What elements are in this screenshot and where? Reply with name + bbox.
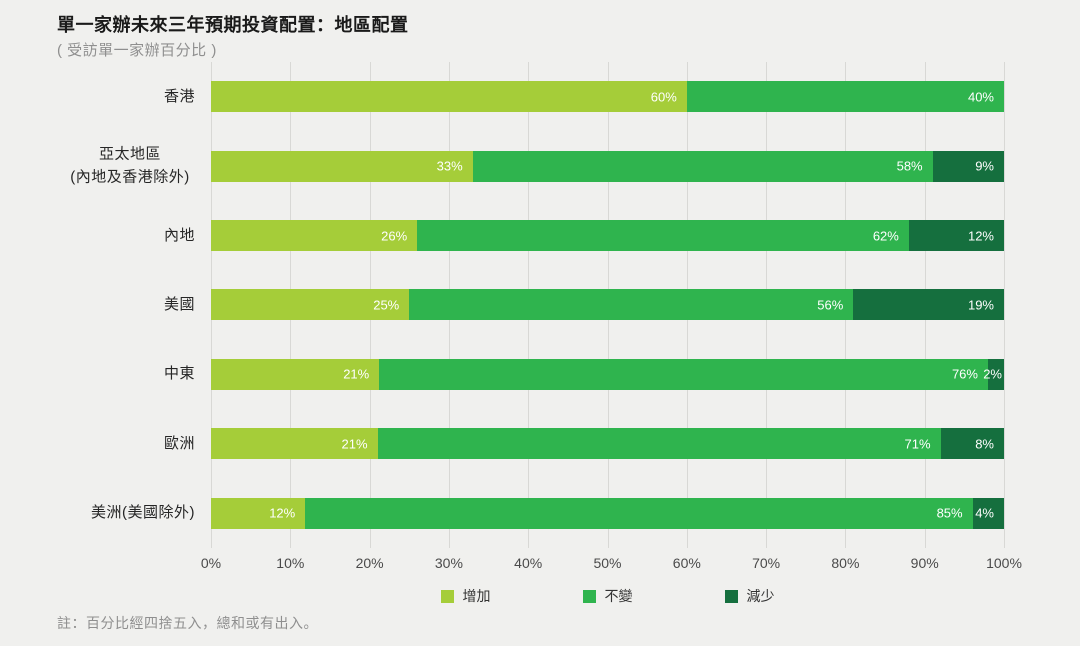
bar-segment-減少: 12% (908, 220, 1004, 252)
x-tick-label: 40% (514, 555, 543, 571)
segment-value-label: 8% (975, 436, 994, 452)
footnote: 註：百分比經四捨五入，總和或有出入。 (57, 615, 318, 631)
category-label: 美洲(美國除外) (91, 503, 195, 521)
bar-segment-增加: 12% (211, 497, 306, 529)
bar-rows: 香港 60% 40% 亞太地區 (內地及香港除外) 33% 58% 9% 內地 26% 62% 12… (70, 62, 1004, 548)
stacked-bar: 21% 76% 2% (211, 358, 1004, 390)
segment-value-label: 58% (896, 158, 923, 174)
category-label: 亞太地區 (內地及香港除外) (70, 145, 190, 186)
bar-segment-增加: 21% (211, 358, 380, 390)
segment-value-label: 71% (904, 436, 931, 452)
x-tick-label: 60% (672, 555, 701, 571)
segment-value-label: 76% (951, 366, 978, 382)
bar-segment-減少: 19% (853, 289, 1004, 321)
segment-value-label: 9% (975, 158, 994, 174)
x-axis: 0% 10% 20% 30% 40% 50% 60% 70% 80% 90% 100% (201, 555, 1022, 573)
bar-segment-不變: 71% (377, 428, 941, 460)
segment-value-label: 2% (983, 366, 1002, 382)
bar-segment-不變: 62% (417, 220, 909, 252)
category-label: 歐洲 (163, 434, 195, 452)
bar-segment-增加: 21% (211, 428, 378, 460)
legend-item: 減少 (724, 586, 775, 606)
legend-swatch (440, 589, 454, 603)
segment-value-label: 26% (381, 228, 408, 244)
category-label: 中東 (163, 365, 195, 383)
x-tick-label: 70% (752, 555, 781, 571)
x-tick-label: 90% (910, 555, 939, 571)
bar-row: 中東 21% 76% 2% (164, 340, 1004, 409)
bar-segment-不變: 76% (379, 358, 988, 390)
segment-value-label: 25% (373, 297, 400, 313)
bar-segment-不變: 85% (305, 497, 973, 529)
bar-segment-不變: 58% (472, 150, 933, 182)
stacked-bar: 33% 58% 9% (211, 150, 1004, 182)
stacked-bar: 26% 62% 12% (211, 220, 1004, 252)
bar-segment-增加: 33% (211, 150, 473, 182)
chart-title: 單一家辦未來三年預期投資配置：地區配置 (57, 15, 409, 35)
x-tick-label: 10% (276, 555, 305, 571)
segment-value-label: 40% (967, 89, 994, 105)
legend-item: 不變 (582, 586, 633, 606)
segment-value-label: 4% (975, 505, 994, 521)
bar-segment-增加: 60% (211, 81, 687, 113)
segment-value-label: 62% (872, 228, 899, 244)
x-tick-label: 0% (200, 555, 222, 571)
bar-segment-不變: 40% (686, 81, 1004, 113)
bar-segment-減少: 2% (983, 358, 1004, 390)
x-tick-label: 20% (355, 555, 384, 571)
bar-segment-不變: 56% (409, 289, 854, 321)
x-tick-label: 50% (593, 555, 622, 571)
stacked-bar: 12% 85% 4% (211, 497, 1004, 529)
bar-row: 美洲(美國除外) 12% 85% 4% (91, 479, 1004, 548)
legend-label: 不變 (604, 588, 633, 604)
bar-row: 內地 26% 62% 12% (164, 201, 1004, 270)
bar-segment-減少: 9% (932, 150, 1004, 182)
legend-swatch (582, 589, 596, 603)
x-tick-label: 30% (434, 555, 463, 571)
bar-row: 美國 25% 56% 19% (164, 270, 1004, 339)
category-label: 美國 (163, 295, 195, 313)
stacked-bar: 21% 71% 8% (211, 428, 1004, 460)
bar-segment-減少: 8% (940, 428, 1004, 460)
stacked-bar: 25% 56% 19% (211, 289, 1004, 321)
gridline (1004, 62, 1005, 548)
legend-item: 增加 (440, 586, 491, 606)
segment-value-label: 12% (269, 505, 296, 521)
chart-subtitle: ( 受訪單一家辦百分比 ) (57, 42, 217, 59)
x-tick-label: 100% (986, 555, 1022, 571)
category-label: 香港 (163, 87, 195, 105)
bar-row: 香港 60% 40% (164, 62, 1004, 131)
plot-area: 香港 60% 40% 亞太地區 (內地及香港除外) 33% 58% 9% 內地 26% 62% 12… (70, 62, 1005, 548)
legend-label: 增加 (462, 588, 491, 604)
bar-segment-增加: 26% (211, 220, 418, 252)
x-tick-label: 80% (831, 555, 860, 571)
segment-value-label: 12% (967, 228, 994, 244)
bar-segment-增加: 25% (211, 289, 410, 321)
legend-label: 減少 (746, 588, 775, 604)
segment-value-label: 85% (936, 505, 963, 521)
bar-row: 亞太地區 (內地及香港除外) 33% 58% 9% (70, 131, 1004, 200)
legend-swatch (724, 589, 738, 603)
segment-value-label: 56% (817, 297, 844, 313)
bar-row: 歐洲 21% 71% 8% (164, 409, 1004, 478)
bar-segment-減少: 4% (972, 497, 1004, 529)
segment-value-label: 60% (650, 89, 677, 105)
legend: 增加 不變 減少 (211, 586, 1004, 606)
segment-value-label: 33% (436, 158, 463, 174)
category-label: 內地 (163, 226, 195, 244)
segment-value-label: 21% (341, 436, 368, 452)
segment-value-label: 19% (967, 297, 994, 313)
segment-value-label: 21% (343, 366, 370, 382)
stacked-bar: 60% 40% (211, 81, 1004, 113)
